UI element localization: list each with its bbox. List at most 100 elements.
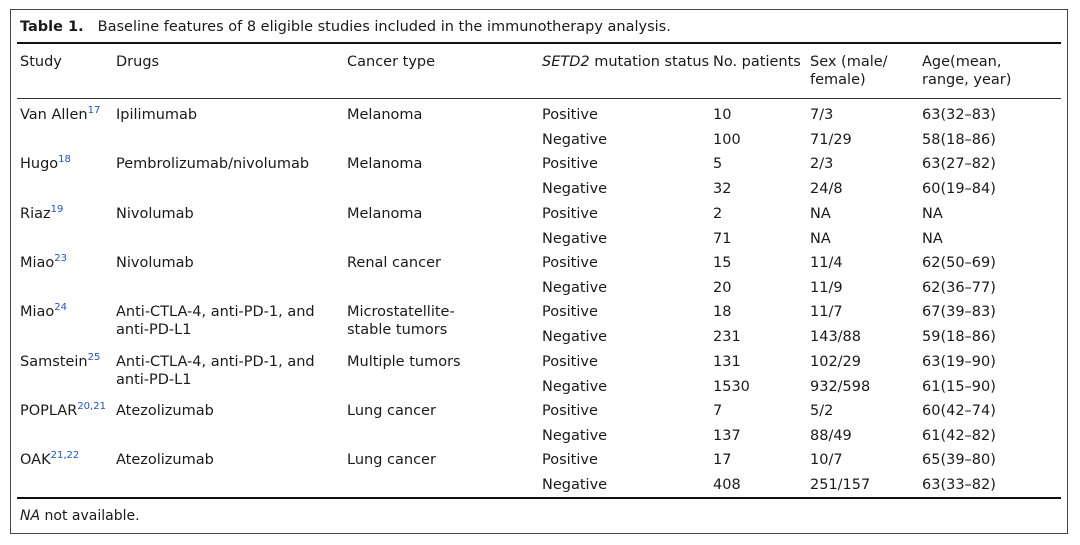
study-name: Van Allen [20,107,88,123]
study-name-cell: Miao24 [20,303,67,321]
mutation-status-cell: Negative [542,132,608,148]
age-cell: 65(39–80) [922,452,996,468]
age-cell: 63(27–82) [922,156,996,172]
table-caption: Table 1. Baseline features of 8 eligible … [20,18,671,36]
patients-count-cell: 100 [713,132,741,148]
age-cell: 67(39–83) [922,304,996,320]
age-cell: 63(33–82) [922,477,996,493]
mutation-status-cell: Positive [542,255,598,271]
header-sex-line2: female) [810,72,866,88]
header-setd2-gene: SETD2 [542,54,590,70]
age-cell: 63(32–83) [922,107,996,123]
study-name: POPLAR [20,403,78,419]
reference-link[interactable]: 18 [58,154,71,165]
mutation-status-cell: Negative [542,329,608,345]
study-name: Hugo [20,156,59,172]
cancer-type-cell: Renal cancer [347,255,441,271]
study-name: Riaz [20,206,51,222]
reference-link[interactable]: 25 [87,352,101,363]
cancer-type-cell: Melanoma [347,156,423,172]
study-name-cell: Van Allen17 [20,106,100,124]
cancer-type-cell: stable tumors [347,322,448,338]
sex-ratio-cell: 11/7 [810,304,843,320]
age-cell: 60(42–74) [922,403,996,419]
reference-link[interactable]: 24 [54,302,68,313]
drugs-cell: Ipilimumab [116,107,198,123]
reference-link[interactable]: 20,21 [77,401,106,412]
sex-ratio-cell: 88/49 [810,428,852,444]
study-name-cell: POPLAR20,21 [20,402,106,420]
sex-ratio-cell: 102/29 [810,354,862,370]
header-study: Study [20,54,62,70]
reference-link[interactable]: 21,22 [50,450,80,461]
header-no-patients: No. patients [713,54,801,70]
sex-ratio-cell: 5/2 [810,403,834,419]
mutation-status-cell: Positive [542,403,598,419]
study-name-cell: Hugo18 [20,155,71,173]
drugs-cell: Pembrolizumab/nivolumab [116,156,310,172]
mutation-status-cell: Positive [542,107,598,123]
table-header-rule [17,98,1061,99]
mutation-status-cell: Negative [542,231,608,247]
age-cell: NA [922,231,943,247]
header-sex: Sex (male/female) [810,53,888,89]
drugs-cell: Anti-CTLA-4, anti-PD-1, and [116,304,315,320]
sex-ratio-cell: 71/29 [810,132,852,148]
age-cell: 63(19–90) [922,354,996,370]
table-footnote: NA not available. [20,507,140,525]
table-bottom-rule [17,497,1061,499]
patients-count-cell: 32 [713,181,732,197]
age-cell: 62(50–69) [922,255,996,271]
sex-ratio-cell: 11/9 [810,280,843,296]
patients-count-cell: 408 [713,477,741,493]
drugs-cell: Anti-CTLA-4, anti-PD-1, and [116,354,315,370]
drugs-cell: Atezolizumab [116,452,214,468]
patients-count-cell: 1530 [713,379,750,395]
reference-link[interactable]: 19 [50,204,64,215]
drugs-cell: Atezolizumab [116,403,214,419]
patients-count-cell: 18 [713,304,732,320]
mutation-status-cell: Positive [542,304,598,320]
study-name: Samstein [20,354,88,370]
cancer-type-cell: Multiple tumors [347,354,461,370]
patients-count-cell: 10 [713,107,732,123]
mutation-status-cell: Negative [542,428,608,444]
cancer-type-cell: Melanoma [347,107,423,123]
patients-count-cell: 231 [713,329,741,345]
header-drugs: Drugs [116,54,160,70]
header-age-line2: range, year) [922,72,1012,88]
drugs-cell: Nivolumab [116,206,194,222]
cancer-type-cell: Microstatellite- [347,304,455,320]
mutation-status-cell: Positive [542,354,598,370]
sex-ratio-cell: 10/7 [810,452,843,468]
mutation-status-cell: Positive [542,156,598,172]
age-cell: 59(18–86) [922,329,996,345]
footnote-text: not available. [40,508,140,524]
study-name-cell: Miao23 [20,254,67,272]
cancer-type-cell: Lung cancer [347,403,436,419]
patients-count-cell: 131 [713,354,741,370]
header-age: Age(mean, range, year) [922,53,1011,89]
drugs-cell: anti-PD-L1 [116,322,192,338]
patients-count-cell: 20 [713,280,732,296]
reference-link[interactable]: 17 [87,105,101,116]
mutation-status-cell: Negative [542,477,608,493]
sex-ratio-cell: 143/88 [810,329,862,345]
patients-count-cell: 71 [713,231,732,247]
reference-link[interactable]: 23 [54,253,68,264]
age-cell: 62(36–77) [922,280,996,296]
study-name: OAK [20,452,51,468]
patients-count-cell: 7 [713,403,723,419]
sex-ratio-cell: 932/598 [810,379,871,395]
patients-count-cell: 5 [713,156,723,172]
study-name-cell: Samstein25 [20,353,100,371]
study-name-cell: Riaz19 [20,205,63,223]
cancer-type-cell: Lung cancer [347,452,436,468]
header-cancer-type: Cancer type [347,54,436,70]
patients-count-cell: 137 [713,428,741,444]
table-frame: Table 1. Baseline features of 8 eligible … [10,9,1068,534]
mutation-status-cell: Positive [542,206,598,222]
sex-ratio-cell: NA [810,206,831,222]
header-mutation-status-label: mutation status [589,54,710,70]
mutation-status-cell: Negative [542,181,608,197]
